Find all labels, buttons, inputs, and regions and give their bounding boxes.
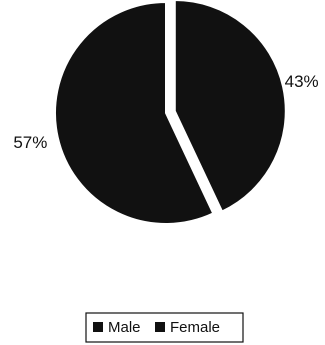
pie-label-female: 57% (13, 133, 47, 152)
legend: Male Female (85, 312, 244, 343)
legend-label-female: Female (170, 319, 220, 336)
pie-label-male: 43% (285, 72, 319, 91)
pie-slices (54, 0, 287, 225)
legend-label-male: Male (108, 319, 141, 336)
legend-swatch-male (93, 322, 103, 332)
pie-slice-male (173, 0, 287, 213)
pie-labels: 43% 57% (13, 72, 318, 152)
legend-swatch-female (155, 322, 165, 332)
pie-slice-female (54, 0, 215, 225)
